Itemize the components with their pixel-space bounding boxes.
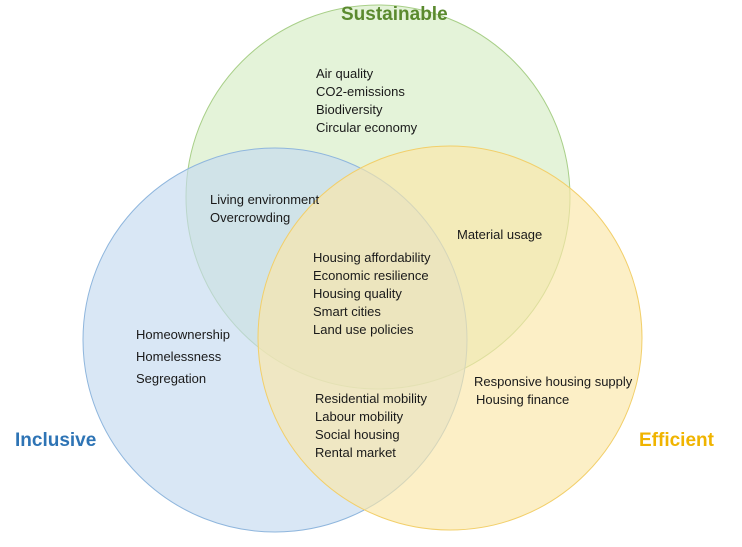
region-item: CO2-emissions	[316, 84, 405, 99]
region-item: Housing quality	[313, 286, 402, 301]
region-item: Residential mobility	[315, 391, 427, 406]
efficient-title: Efficient	[639, 430, 714, 451]
region-item: Circular economy	[316, 120, 418, 135]
region-item: Material usage	[457, 227, 543, 242]
inclusive-efficient-region: Residential mobility Labour mobility Soc…	[315, 390, 427, 462]
sustainable-efficient-region: Material usage	[457, 226, 542, 244]
region-item: Homelessness	[136, 349, 222, 364]
region-item: Social housing	[315, 427, 400, 442]
inclusive-title: Inclusive	[15, 430, 97, 451]
region-item: Segregation	[136, 371, 207, 386]
all-three-region: Housing affordability Economic resilienc…	[313, 249, 431, 339]
region-item: Labour mobility	[315, 409, 404, 424]
inclusive-only-region: Homeownership Homelessness Segregation	[136, 324, 230, 390]
region-item: Housing finance	[476, 392, 570, 407]
region-item: Land use policies	[313, 322, 414, 337]
sustainable-inclusive-region: Living environment Overcrowding	[210, 191, 319, 227]
efficient-only-region: Responsive housing supply Housing financ…	[474, 373, 632, 409]
region-item: Smart cities	[313, 304, 381, 319]
sustainable-only-region: Air quality CO2-emissions Biodiversity C…	[316, 65, 417, 137]
region-item: Housing affordability	[313, 250, 431, 265]
region-item: Responsive housing supply	[474, 374, 633, 389]
efficient-circle	[257, 145, 643, 531]
sustainable-title: Sustainable	[341, 4, 448, 25]
region-item: Economic resilience	[313, 268, 429, 283]
region-item: Homeownership	[136, 327, 230, 342]
region-item: Overcrowding	[210, 210, 291, 225]
region-item: Air quality	[316, 66, 374, 81]
region-item: Biodiversity	[316, 102, 383, 117]
region-item: Living environment	[210, 192, 320, 207]
region-item: Rental market	[315, 445, 396, 460]
